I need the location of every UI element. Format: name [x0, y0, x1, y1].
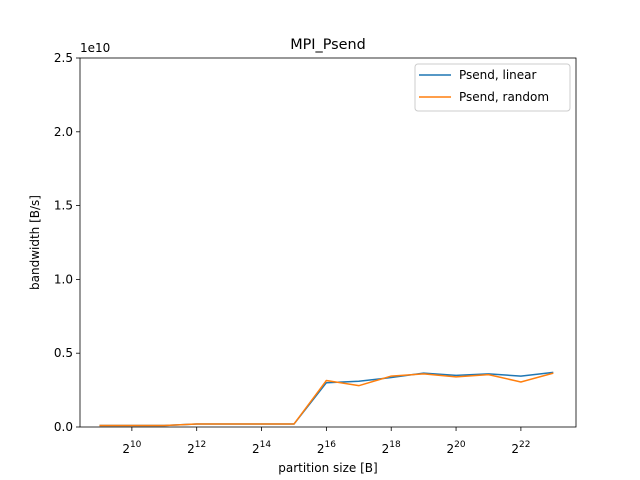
axes-frame	[79, 57, 577, 428]
y-tick-label: 0.5	[54, 346, 73, 360]
x-axis-label: partition size [B]	[278, 461, 377, 475]
legend: Psend, linear Psend, random	[414, 63, 571, 112]
y-tick-label: 2.0	[54, 125, 73, 139]
legend-box	[414, 63, 571, 112]
legend-label-linear: Psend, linear	[459, 68, 537, 82]
y-tick-label: 1.5	[54, 199, 73, 213]
y-tick-label: 0.0	[54, 420, 73, 434]
y-tick-label: 1.0	[54, 272, 73, 286]
y-axis-label: bandwidth [B/s]	[28, 195, 42, 290]
y-tick-label: 2.5	[54, 51, 73, 65]
series-layer	[99, 371, 554, 427]
series-line-random	[99, 372, 554, 427]
y-axis: 0.0 0.5 1.0 1.5 2.0 2.5	[54, 51, 80, 434]
legend-label-random: Psend, random	[459, 90, 549, 104]
chart-title: MPI_Psend	[290, 37, 366, 53]
y-scale-label: 1e10	[80, 41, 110, 55]
